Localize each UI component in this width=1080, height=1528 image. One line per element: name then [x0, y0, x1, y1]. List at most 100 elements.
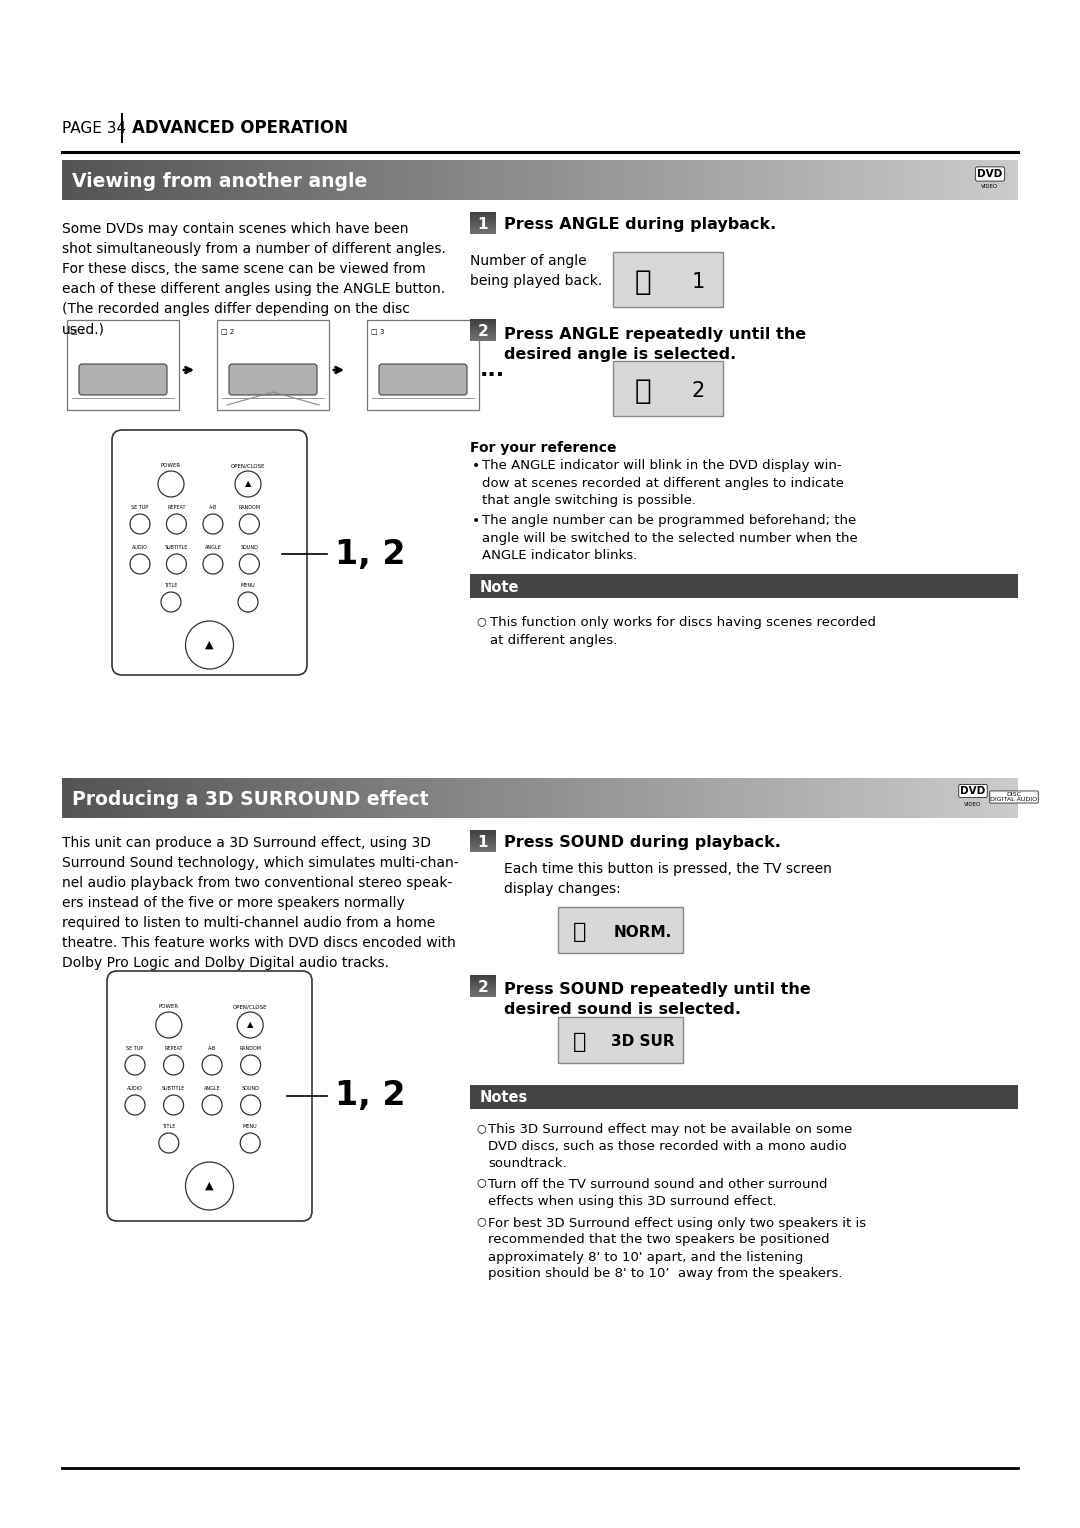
Bar	[367, 319, 480, 410]
Bar	[349, 160, 361, 200]
Bar	[217, 778, 229, 817]
Bar	[278, 160, 289, 200]
Bar	[325, 778, 337, 817]
Text: PAGE 34: PAGE 34	[62, 121, 126, 136]
Bar	[982, 160, 994, 200]
Bar	[958, 160, 970, 200]
Text: □ 1: □ 1	[71, 329, 84, 335]
Circle shape	[203, 555, 222, 575]
Bar	[863, 778, 875, 817]
Circle shape	[156, 1012, 181, 1038]
Text: SOUND: SOUND	[242, 1086, 259, 1091]
Text: TITLE: TITLE	[162, 1125, 175, 1129]
Bar	[516, 160, 528, 200]
Circle shape	[130, 513, 150, 533]
Text: OPEN/CLOSE: OPEN/CLOSE	[233, 1004, 268, 1008]
Bar	[636, 160, 648, 200]
Bar	[110, 778, 122, 817]
Bar	[887, 160, 899, 200]
Bar	[863, 160, 875, 200]
Bar	[349, 778, 361, 817]
Text: Press ANGLE during playback.: Press ANGLE during playback.	[504, 217, 777, 232]
Bar	[325, 160, 337, 200]
Text: 2: 2	[477, 979, 488, 995]
Text: DISC
DIGITAL AUDIO: DISC DIGITAL AUDIO	[990, 792, 1038, 802]
Text: Press SOUND repeatedly until the
desired sound is selected.: Press SOUND repeatedly until the desired…	[504, 983, 811, 1016]
Bar	[193, 778, 205, 817]
Text: AUDIO: AUDIO	[132, 545, 148, 550]
Bar	[420, 160, 432, 200]
Circle shape	[202, 1096, 222, 1115]
Text: 🎥: 🎥	[635, 376, 651, 405]
Circle shape	[163, 1096, 184, 1115]
Text: ▲: ▲	[205, 640, 214, 649]
Text: REPEAT: REPEAT	[164, 1047, 183, 1051]
Text: 2: 2	[691, 380, 704, 400]
Text: ADVANCED OPERATION: ADVANCED OPERATION	[132, 119, 348, 138]
Text: NORM.: NORM.	[613, 924, 672, 940]
Text: RANDOM: RANDOM	[239, 504, 260, 510]
Bar	[528, 778, 540, 817]
Text: 1: 1	[477, 217, 488, 232]
Bar	[576, 778, 588, 817]
Circle shape	[130, 555, 150, 575]
Bar	[648, 778, 660, 817]
Bar	[755, 778, 767, 817]
Text: 🔊: 🔊	[573, 1031, 586, 1051]
Bar	[564, 778, 576, 817]
Bar	[67, 319, 179, 410]
Text: AUDIO: AUDIO	[127, 1086, 143, 1091]
Text: Each time this button is pressed, the TV screen
display changes:: Each time this button is pressed, the TV…	[504, 862, 832, 895]
Bar	[337, 160, 349, 200]
Bar	[205, 160, 217, 200]
Text: ▲: ▲	[205, 1181, 214, 1190]
Text: 1: 1	[477, 834, 488, 850]
Text: MENU: MENU	[241, 584, 255, 588]
Bar	[946, 778, 958, 817]
FancyBboxPatch shape	[79, 364, 167, 396]
Bar	[613, 361, 723, 416]
Bar	[719, 160, 731, 200]
Bar	[982, 778, 994, 817]
Text: 1, 2: 1, 2	[335, 538, 405, 570]
Bar	[492, 160, 504, 200]
Text: This function only works for discs having scenes recorded
at different angles.: This function only works for discs havin…	[490, 616, 876, 646]
Bar	[588, 778, 599, 817]
Text: DVD: DVD	[960, 785, 986, 796]
Bar	[384, 160, 396, 200]
Bar	[827, 160, 839, 200]
Bar	[481, 160, 492, 200]
Circle shape	[241, 1096, 260, 1115]
Bar	[672, 778, 684, 817]
Bar	[707, 160, 719, 200]
Circle shape	[166, 513, 187, 533]
Circle shape	[186, 1161, 233, 1210]
Bar	[361, 778, 373, 817]
Circle shape	[240, 513, 259, 533]
Bar	[839, 160, 851, 200]
Bar	[934, 160, 946, 200]
Text: Note: Note	[480, 579, 519, 594]
Text: ○: ○	[476, 1216, 486, 1227]
Bar	[253, 778, 266, 817]
Bar	[241, 778, 253, 817]
Bar	[170, 160, 181, 200]
Bar	[229, 160, 241, 200]
Bar	[373, 778, 384, 817]
Bar	[755, 160, 767, 200]
Bar	[289, 160, 301, 200]
Bar	[122, 160, 134, 200]
Text: ▲: ▲	[247, 1021, 254, 1030]
Text: ○: ○	[476, 616, 486, 626]
Circle shape	[203, 513, 222, 533]
Bar	[504, 778, 516, 817]
Bar	[899, 778, 910, 817]
Bar	[457, 778, 469, 817]
Text: OPEN/CLOSE: OPEN/CLOSE	[231, 463, 266, 468]
Bar	[994, 778, 1007, 817]
Text: □ 2: □ 2	[221, 329, 234, 335]
Text: A-B: A-B	[208, 1047, 216, 1051]
Bar	[875, 160, 887, 200]
Text: TITLE: TITLE	[164, 584, 178, 588]
Bar	[1007, 160, 1018, 200]
